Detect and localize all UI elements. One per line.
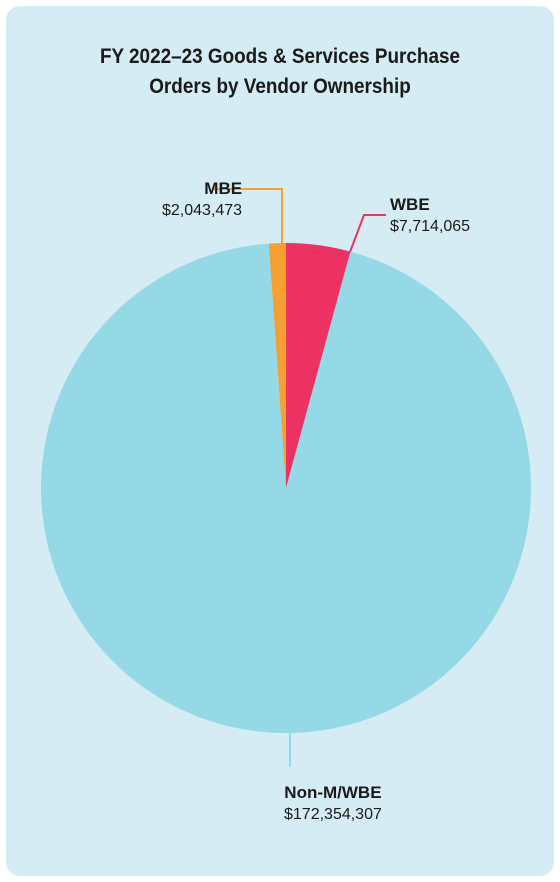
label-wbe-value: $7,714,065 bbox=[390, 218, 471, 235]
label-wbe: WBE $7,714,065 bbox=[390, 194, 470, 238]
chart-title-line-1: FY 2022–23 Goods & Services Purchase bbox=[99, 45, 461, 68]
label-mbe-value: $2,043,473 bbox=[162, 202, 243, 219]
label-wbe-name: WBE bbox=[390, 195, 430, 214]
leader-line-mbe bbox=[212, 188, 283, 244]
label-non-mwbe: Non-M/WBE $172,354,307 bbox=[284, 782, 382, 826]
pie-slice-non-m-wbe bbox=[40, 243, 532, 734]
pie-slice-mbe bbox=[268, 243, 286, 488]
label-non-mwbe-value: $172,354,307 bbox=[284, 806, 382, 823]
leader-line-wbe bbox=[349, 214, 386, 253]
label-mbe: MBE $2,043,473 bbox=[162, 178, 242, 222]
pie-slice-wbe bbox=[286, 243, 351, 488]
chart-title-line-2: Orders by Vendor Ownership bbox=[149, 75, 411, 98]
label-mbe-name: MBE bbox=[204, 179, 243, 198]
chart-title: FY 2022–23 Goods & Services Purchase Ord… bbox=[28, 42, 532, 102]
label-non-mwbe-name: Non-M/WBE bbox=[284, 783, 382, 802]
